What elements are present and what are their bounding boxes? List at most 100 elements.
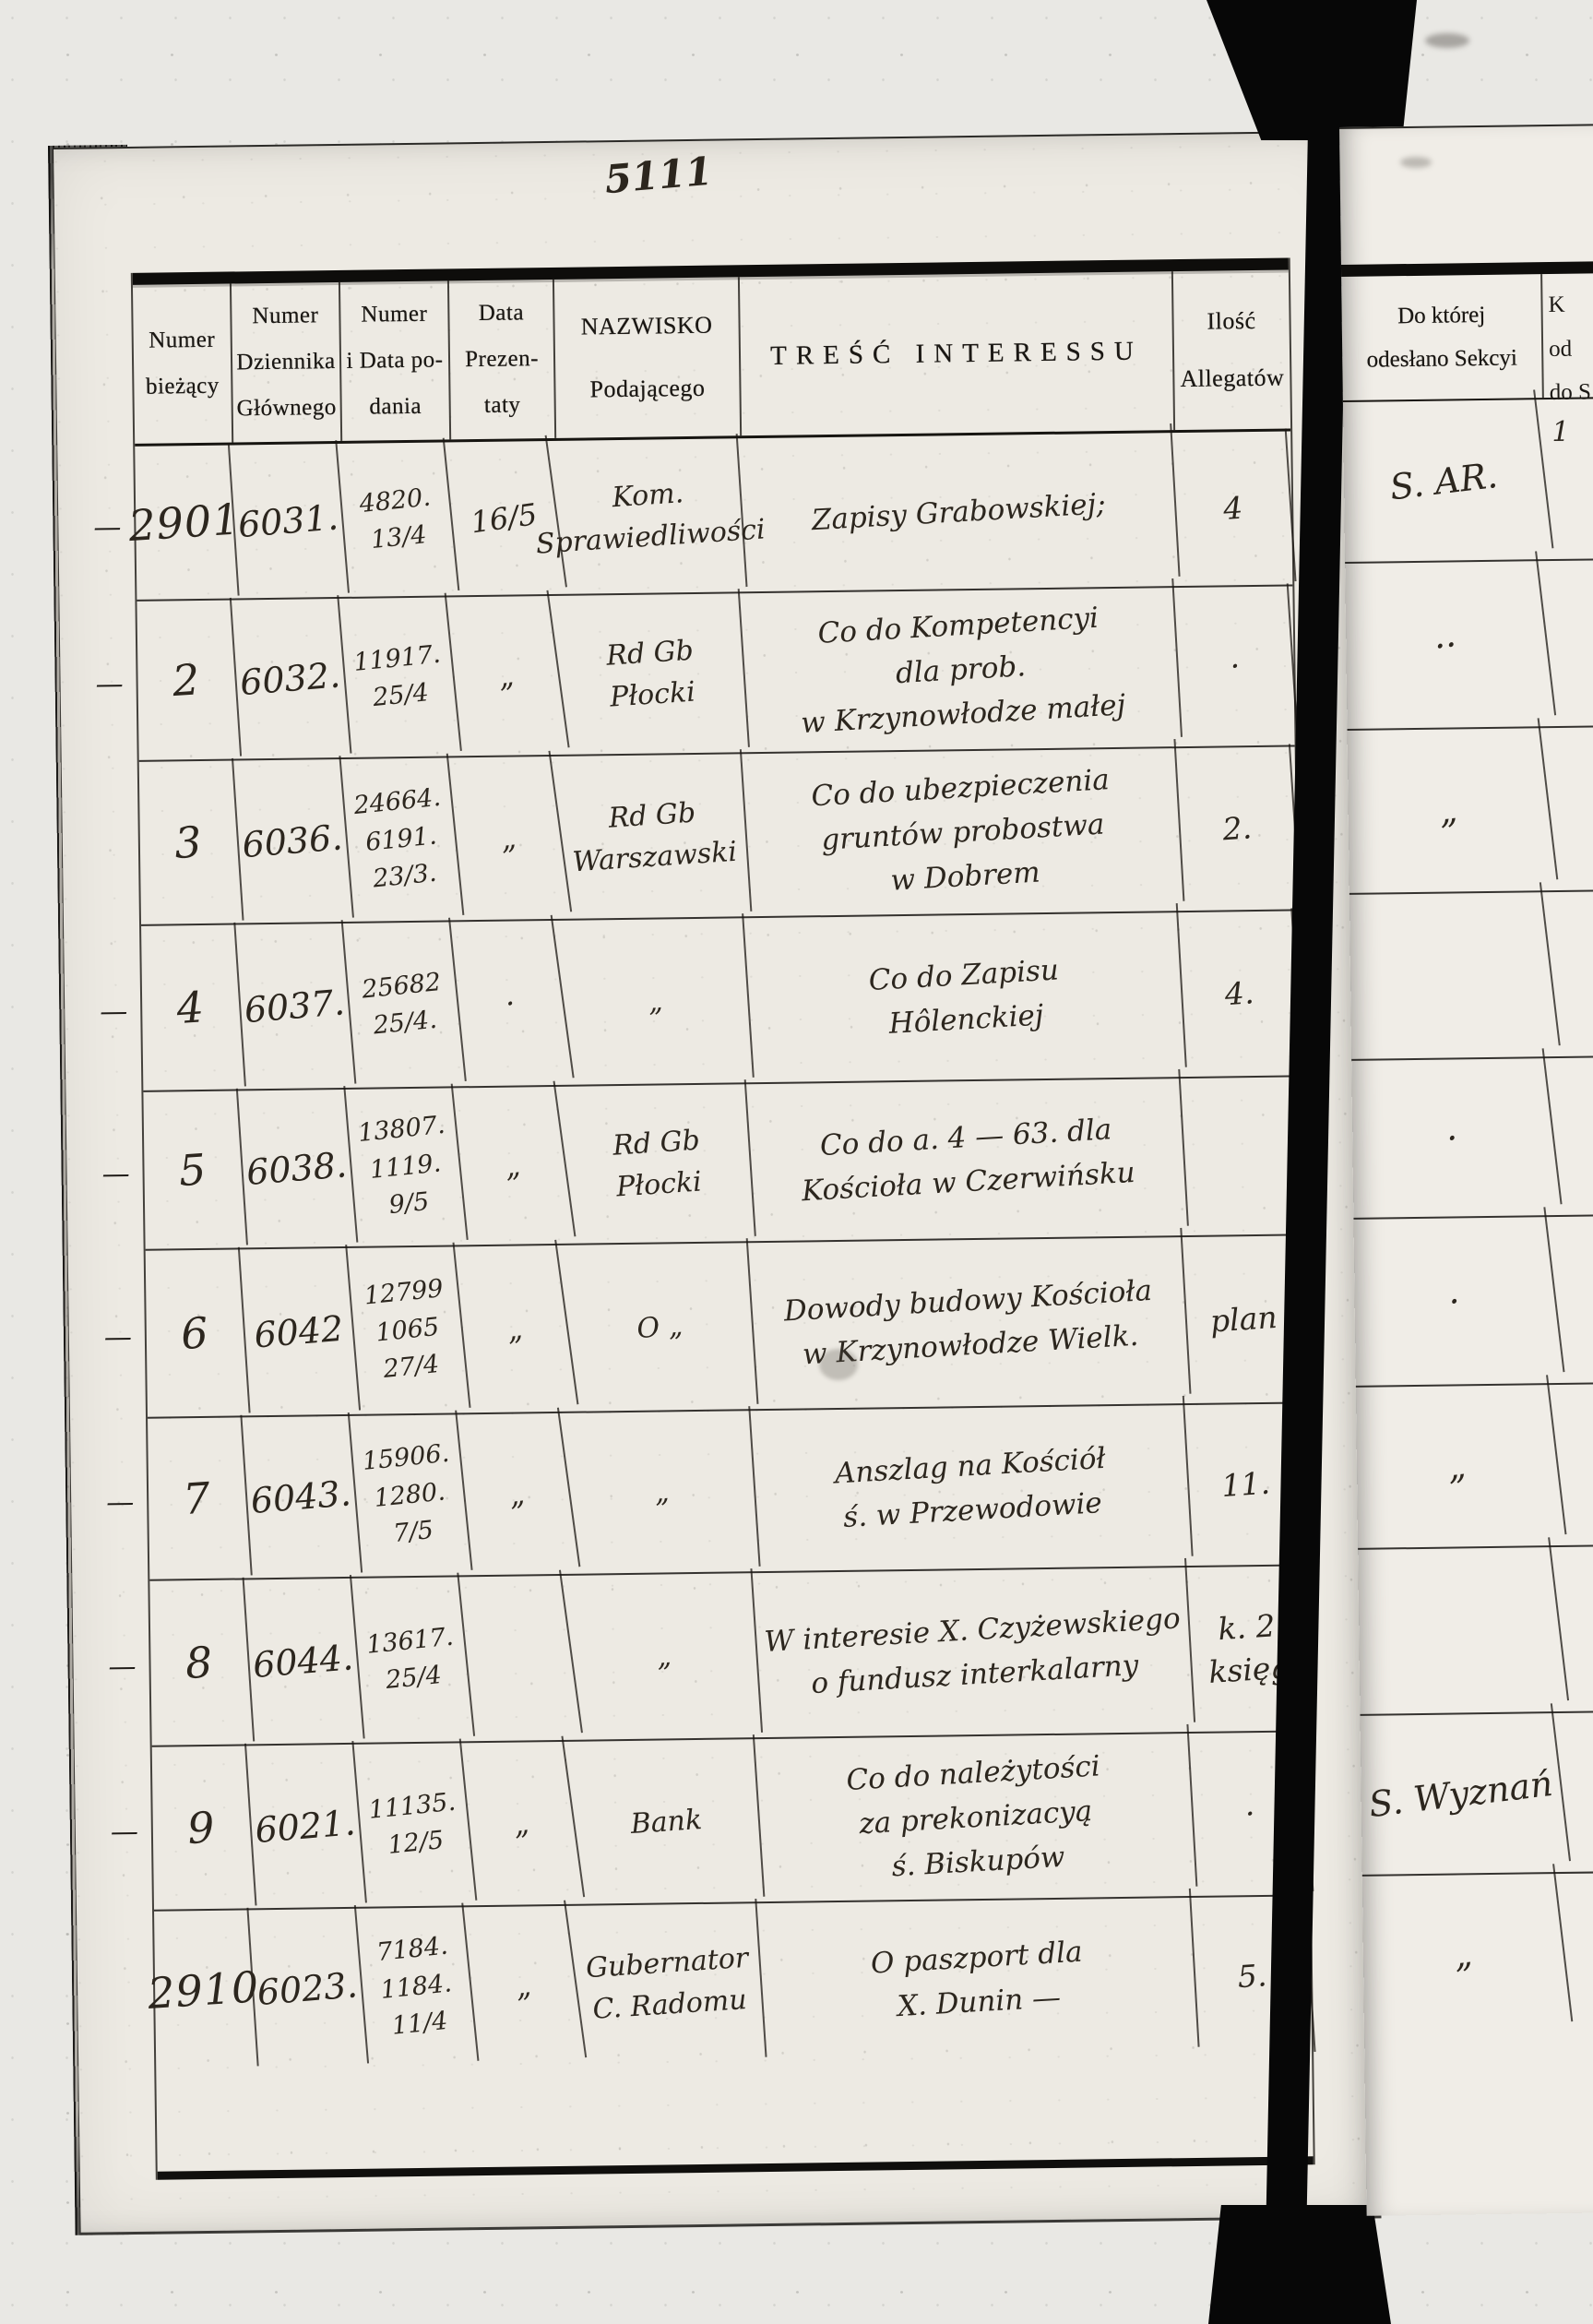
- margin-dash: —: [93, 510, 122, 544]
- scan-smudge: [1400, 157, 1432, 168]
- cell-numer-data-podania: 15906. 1280. 7/5: [348, 1410, 473, 1581]
- table-row: 3 6036. 24664. 6191. 23/3. „ Rd Gb Warsz…: [135, 738, 1302, 927]
- header-cutoff-column: K od do S: [1548, 292, 1592, 406]
- margin-dash: —: [110, 1815, 139, 1849]
- margin-dash: —: [101, 1158, 130, 1191]
- register-left-page: 5111 Numer bieżący Numer Dziennika Główn…: [53, 130, 1382, 2235]
- margin-dash: —: [103, 1320, 133, 1353]
- header-data-prezentaty: Data Prezen- taty: [448, 279, 557, 440]
- header-numer-biezacy: Numer bieżący: [132, 283, 234, 444]
- cell-numer-biezacy: 9: [148, 1743, 257, 1913]
- register-table: Numer bieżący Numer Dziennika Głównego N…: [93, 257, 1316, 2180]
- cell-numer-data-podania: 13807. 1119. 9/5: [344, 1083, 469, 1251]
- margin-dash: —: [106, 1486, 135, 1520]
- right-register-table: Do której odesłano Sekcyi K od do S S. A…: [1335, 261, 1593, 2165]
- header-odeslano-sekcyi: Do której odesłano Sekcyi: [1341, 274, 1544, 400]
- cell-tresc-interessu: Co do Kompetencyi dla prob. w Krzynowłod…: [740, 578, 1183, 762]
- cell-nazwisko: Rd Gb Warszawski: [556, 749, 753, 924]
- table-row: — 4 6037. 25682 25/4. · „ Co do Zapisu H…: [100, 902, 1303, 1093]
- cell-numer-dziennika: 6043.: [241, 1412, 363, 1582]
- binding-shadow-top: [1207, 0, 1417, 140]
- cell-numer-dziennika: 6038.: [236, 1086, 359, 1252]
- cell-tresc-interessu: Anszlag na Kościół ś. w Przewodowie: [751, 1395, 1194, 1581]
- right-table-row: „: [1348, 1375, 1593, 1558]
- cell-numer-biezacy: 4: [137, 922, 246, 1093]
- table-row: — 8 6044. 13617. 25/4 „ W interesie X. C…: [108, 1557, 1313, 1748]
- table-row: — 6 6042 12799 1065 27/4 „ O „ Dowody bu…: [104, 1227, 1308, 1420]
- cell-numer-dziennika: 6036.: [232, 756, 354, 927]
- table-header-row: Numer bieżący Numer Dziennika Głównego N…: [132, 269, 1291, 447]
- cell-numer-dziennika: 6037.: [234, 920, 357, 1093]
- cell-odeslano-sekcyi: [1341, 882, 1561, 1069]
- cell-nazwisko: Gubernator C. Radomu: [571, 1899, 767, 2069]
- table-row: — 7 6043. 15906. 1280. 7/5 „ „ Anszlag n…: [106, 1395, 1310, 1582]
- cell-data-prezentaty: [456, 1569, 583, 1747]
- cell-numer-biezacy: 7: [143, 1414, 253, 1582]
- cell-odeslano-sekcyi: ·: [1345, 1207, 1565, 1396]
- cell-tresc-interessu: Zapisy Grabowskiej;: [738, 423, 1181, 602]
- cell-ilosc-allegatow: 4.: [1177, 908, 1303, 1080]
- table-row: — 2901 6031. 4820. 13/4 16/5 Kom. Sprawi…: [93, 423, 1297, 602]
- cell-tresc-interessu: W interesie X. Czyżewskiego o fundusz in…: [753, 1557, 1196, 1747]
- cell-data-prezentaty: „: [458, 1735, 586, 1912]
- cell-numer-data-podania: 12799 1065 27/4: [346, 1242, 471, 1419]
- table-empty-space: [156, 2055, 1313, 2171]
- table-row: — 5 6038. 13807. 1119. 9/5 „ Rd Gb Płock…: [101, 1068, 1305, 1252]
- cell-nazwisko: Bank: [569, 1734, 766, 1909]
- cell-tresc-interessu: Co do ubezpieczenia gruntów probostwa w …: [743, 738, 1185, 926]
- cell-numer-data-podania: 24664. 6191. 23/3.: [339, 753, 465, 926]
- margin-dash: —: [95, 668, 124, 701]
- cell-nazwisko: Rd Gb Płocki: [561, 1079, 756, 1248]
- register-right-page: Do której odesłano Sekcyi K od do S S. A…: [1335, 124, 1593, 2216]
- cell-nazwisko: „: [558, 913, 755, 1090]
- cell-tresc-interessu: O paszport dla X. Dunin —: [757, 1888, 1200, 2072]
- cell-numer-dziennika: 6031.: [228, 440, 350, 602]
- right-table-header-row: Do której odesłano Sekcyi K od do S: [1341, 273, 1593, 406]
- header-nazwisko: NAZWISKO Podającego: [553, 277, 743, 438]
- cell-odeslano-sekcyi: [1349, 1537, 1570, 1724]
- cell-numer-dziennika: 6044.: [243, 1575, 365, 1748]
- right-table-row: ·: [1345, 1207, 1593, 1396]
- cell-ilosc-allegatow: 4: [1171, 428, 1297, 590]
- cell-tresc-interessu: Co do należytości za prekonizacyą ś. Bis…: [755, 1723, 1198, 1912]
- cell-numer-data-podania: 11917. 25/4: [338, 592, 462, 762]
- header-numer-dziennika: Numer Dziennika Głównego: [231, 281, 343, 443]
- cell-nazwisko: „: [565, 1406, 761, 1579]
- scan-smudge: [1425, 33, 1469, 48]
- cell-data-prezentaty: „: [444, 590, 570, 762]
- cell-numer-dziennika: 6021.: [244, 1740, 367, 1913]
- header-numer-data-podania: Numer i Data po- dania: [339, 280, 452, 441]
- cell-tresc-interessu: Co do Zapisu Hôlenckiej: [744, 902, 1187, 1092]
- cell-nazwisko: „: [566, 1568, 764, 1745]
- binding-shadow-bottom: [1208, 2205, 1391, 2324]
- right-table-body: S. AR. 1 ·· „ · · „ S. Wyznań „: [1335, 389, 1593, 2045]
- cell-odeslano-sekcyi: „: [1354, 1864, 1574, 2045]
- header-ilosc-allegatow: Ilość Allegatów: [1180, 306, 1285, 393]
- right-table-row: [1349, 1537, 1593, 1724]
- right-table-empty-space: [1364, 2032, 1593, 2165]
- cell-ilosc-allegatow: ·: [1172, 583, 1299, 750]
- cell-numer-biezacy: 8: [145, 1577, 256, 1748]
- table-row: — 2 6032. 11917. 25/4 „ Rd Gb Płocki Co …: [95, 578, 1299, 763]
- right-table-row: [1341, 882, 1593, 1069]
- cell-data-prezentaty: „: [454, 1407, 581, 1581]
- cell-data-prezentaty: „: [452, 1239, 579, 1419]
- table-row: — 9 6021. 11135. 12/5 „ Bank Co do należ…: [111, 1723, 1314, 1913]
- cell-numer-biezacy: 2: [133, 597, 243, 763]
- table-body: — 2901 6031. 4820. 13/4 16/5 Kom. Sprawi…: [93, 423, 1316, 2073]
- cell-numer-biezacy: 2901: [127, 442, 242, 602]
- right-table-row: „: [1354, 1864, 1593, 2045]
- table-row: 2910 6023. 7184. 1184. 11/4 „ Gubernator…: [146, 1888, 1316, 2073]
- right-table-row: ·: [1344, 1048, 1593, 1228]
- right-table-row: S. Wyznań: [1352, 1703, 1593, 1885]
- cell-odeslano-sekcyi: S. AR.: [1335, 389, 1554, 572]
- cell-odeslano-sekcyi: „: [1348, 1375, 1567, 1558]
- cell-numer-biezacy: 6: [141, 1246, 251, 1420]
- cell-numer-biezacy: 2910: [146, 1907, 261, 2073]
- cell-odeslano-sekcyi: „: [1339, 718, 1559, 903]
- cell-numer-dziennika: 6042: [238, 1245, 362, 1420]
- cell-nazwisko: Kom. Sprawiedliwości: [535, 434, 767, 599]
- cell-odeslano-sekcyi: ·: [1344, 1048, 1563, 1228]
- cell-tresc-interessu: Dowody budowy Kościoła w Krzynowłodze Wi…: [749, 1227, 1192, 1419]
